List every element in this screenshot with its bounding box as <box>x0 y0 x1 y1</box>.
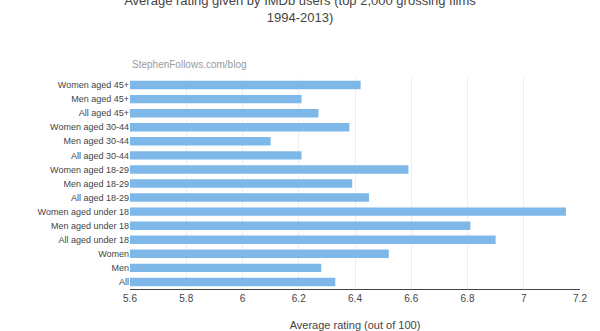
svg-text:Men: Men <box>111 263 129 273</box>
svg-text:6.8: 6.8 <box>461 293 475 304</box>
svg-text:All aged 18-29: All aged 18-29 <box>71 193 129 203</box>
svg-text:Women aged under 18: Women aged under 18 <box>38 207 129 217</box>
svg-text:5.6: 5.6 <box>123 293 137 304</box>
svg-text:5.8: 5.8 <box>179 293 193 304</box>
svg-text:All: All <box>119 277 129 287</box>
svg-text:Women aged 18-29: Women aged 18-29 <box>50 165 129 175</box>
svg-text:Average rating given by IMDb u: Average rating given by IMDb users (top … <box>124 0 476 25</box>
svg-text:Men aged 18-29: Men aged 18-29 <box>63 179 129 189</box>
svg-text:All aged under 18: All aged under 18 <box>58 235 129 245</box>
svg-text:6.2: 6.2 <box>292 293 306 304</box>
svg-text:All aged 45+: All aged 45+ <box>79 108 129 118</box>
svg-text:7.2: 7.2 <box>573 293 587 304</box>
svg-text:All aged 30-44: All aged 30-44 <box>71 151 129 161</box>
svg-text:Women: Women <box>98 249 129 259</box>
svg-text:6.6: 6.6 <box>404 293 418 304</box>
svg-text:Men aged 45+: Men aged 45+ <box>71 94 129 104</box>
svg-text:Men aged under 18: Men aged under 18 <box>51 221 129 231</box>
svg-text:6: 6 <box>240 293 246 304</box>
svg-text:StephenFollows.com/blog: StephenFollows.com/blog <box>132 59 247 70</box>
svg-text:7: 7 <box>521 293 527 304</box>
svg-text:Women aged 45+: Women aged 45+ <box>58 80 129 90</box>
svg-text:Average rating (out of 100): Average rating (out of 100) <box>290 319 421 331</box>
svg-text:Men aged 30-44: Men aged 30-44 <box>63 136 129 146</box>
svg-text:6.4: 6.4 <box>348 293 362 304</box>
svg-text:Women aged 30-44: Women aged 30-44 <box>50 122 129 132</box>
